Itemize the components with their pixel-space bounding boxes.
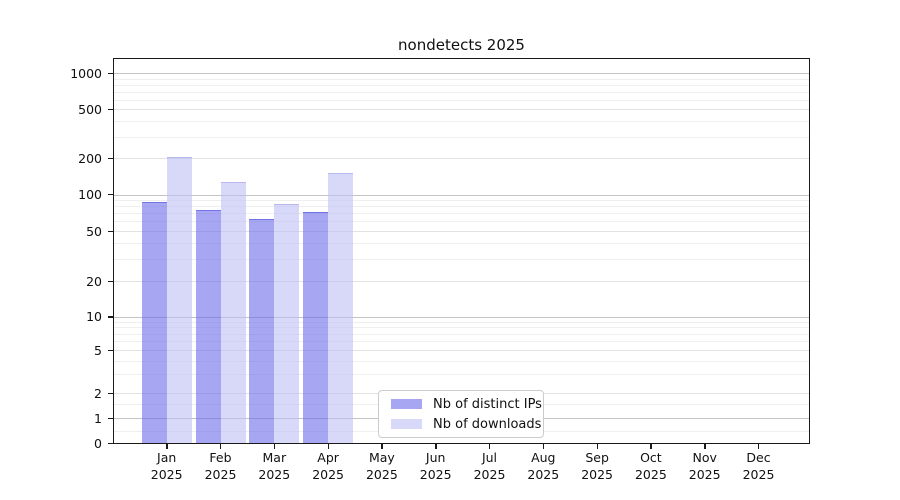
y-tick-label-0: 0	[94, 436, 102, 451]
bar-downloads-feb	[220, 181, 246, 444]
x-tick-mark	[381, 444, 383, 449]
x-tick-label-mar: Mar 2025	[258, 450, 291, 482]
y-tick-mark	[108, 280, 113, 282]
x-tick-label-may: May 2025	[365, 450, 398, 482]
gridline-minor	[114, 243, 809, 245]
legend-label-distinct-ips: Nb of distinct IPs	[433, 396, 542, 412]
y-tick-label-500: 500	[78, 101, 102, 117]
y-tick-mark	[108, 230, 113, 232]
x-tick-label-jun: Jun 2025	[419, 450, 452, 482]
gridline-major	[114, 231, 809, 232]
gridline-minor	[114, 258, 809, 260]
x-tick-label-nov: Nov 2025	[688, 450, 721, 482]
legend-swatch-distinct-ips	[391, 399, 422, 409]
x-tick-mark	[166, 444, 168, 449]
x-tick-mark	[704, 444, 706, 449]
gridline-minor	[114, 136, 809, 138]
y-tick-label-1: 1	[94, 410, 102, 426]
bar-distinct-ips-apr	[303, 211, 329, 444]
legend: Nb of distinct IPs Nb of downloads	[378, 390, 544, 438]
bar-downloads-mar	[274, 203, 300, 444]
y-tick-mark	[108, 417, 113, 420]
x-tick-label-dec: Dec 2025	[742, 450, 775, 482]
y-tick-label-2: 2	[94, 385, 102, 401]
y-tick-label-5: 5	[94, 342, 102, 358]
gridline-minor	[114, 99, 809, 101]
gridline-major	[114, 350, 809, 351]
legend-item-downloads: Nb of downloads	[391, 417, 541, 432]
y-tick-mark	[108, 194, 113, 196]
gridline-major	[114, 316, 809, 318]
x-tick-mark	[435, 444, 437, 449]
gridline-minor	[114, 341, 809, 343]
y-tick-mark	[108, 108, 113, 111]
gridline-minor	[114, 360, 809, 362]
gridline-minor	[114, 84, 809, 86]
x-tick-mark	[596, 444, 598, 449]
gridline-minor	[114, 91, 809, 93]
bar-downloads-jan	[166, 156, 192, 444]
gridline-minor	[114, 200, 809, 202]
x-tick-label-oct: Oct 2025	[634, 450, 667, 482]
gridline-minor	[114, 374, 809, 376]
gridline-major	[114, 281, 809, 282]
gridline-minor	[114, 213, 809, 215]
y-tick-label-50: 50	[86, 223, 102, 239]
gridline-minor	[114, 333, 809, 335]
x-tick-mark	[273, 444, 276, 449]
y-tick-mark	[108, 392, 113, 395]
x-tick-label-apr: Apr 2025	[312, 450, 344, 482]
gridline-minor	[114, 321, 809, 323]
y-tick-mark	[108, 443, 113, 445]
legend-label-downloads: Nb of downloads	[433, 416, 542, 432]
gridline-minor	[114, 327, 809, 329]
x-tick-mark	[489, 444, 491, 449]
y-tick-label-1000: 1000	[70, 65, 102, 81]
bar-distinct-ips-feb	[195, 209, 221, 444]
x-tick-label-jul: Jul 2025	[473, 450, 506, 482]
x-tick-label-jan: Jan 2025	[150, 450, 183, 482]
gridline-major	[114, 158, 809, 160]
bar-distinct-ips-mar	[249, 218, 275, 444]
gridline-minor	[114, 121, 809, 123]
y-tick-mark	[108, 72, 113, 75]
x-tick-label-aug: Aug 2025	[527, 450, 560, 482]
y-tick-mark	[108, 157, 113, 160]
y-tick-label-100: 100	[78, 187, 102, 202]
x-tick-label-sep: Sep 2025	[581, 450, 613, 482]
x-tick-mark	[758, 444, 760, 449]
bar-downloads-apr	[328, 173, 354, 444]
y-tick-mark	[108, 316, 113, 318]
x-tick-label-feb: Feb 2025	[204, 450, 237, 482]
x-tick-mark	[220, 444, 222, 449]
y-tick-label-200: 200	[78, 150, 102, 166]
legend-item-distinct-ips: Nb of distinct IPs	[391, 397, 542, 412]
legend-swatch-downloads	[391, 419, 422, 429]
gridline-minor	[114, 206, 809, 208]
gridline-major	[114, 73, 809, 75]
x-tick-mark	[650, 444, 652, 449]
y-tick-label-20: 20	[86, 273, 102, 289]
y-tick-label-10: 10	[86, 309, 102, 325]
x-tick-mark	[542, 444, 545, 449]
chart-title: nondetects 2025	[398, 36, 525, 54]
x-tick-mark	[327, 444, 329, 449]
gridline-major	[114, 109, 809, 111]
bar-distinct-ips-jan	[141, 201, 167, 444]
y-tick-mark	[108, 349, 113, 351]
gridline-minor	[114, 78, 809, 80]
gridline-minor	[114, 221, 809, 223]
gridline-major	[114, 194, 809, 196]
